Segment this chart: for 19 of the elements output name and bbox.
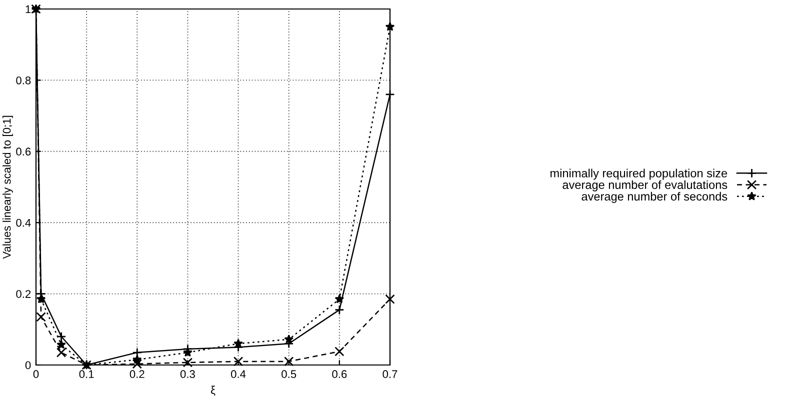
y-tick-label: 0.8 bbox=[16, 76, 31, 84]
y-tick-label: 0.4 bbox=[16, 218, 31, 227]
y-axis-title: Values linearly scaled to [0;1] bbox=[2, 116, 13, 259]
y-tick-label: 0 bbox=[25, 361, 31, 370]
y-tick-label: 1 bbox=[26, 5, 31, 14]
y-tick-label: 0.2 bbox=[16, 290, 31, 298]
x-tick-label: 0.4 bbox=[230, 370, 246, 378]
legend-label: average number of seconds bbox=[582, 192, 728, 203]
x-tick-label: 0.5 bbox=[282, 370, 296, 378]
x-tick-label: 0.1 bbox=[79, 370, 94, 378]
legend-label: minimally required population size bbox=[550, 168, 728, 180]
x-tick-label: 0.2 bbox=[130, 370, 144, 378]
legend-label: average number of evalutations bbox=[562, 180, 728, 192]
x-tick-label: 0.6 bbox=[332, 370, 347, 378]
x-axis-title: ξ bbox=[210, 386, 216, 396]
x-tick-label: 0.3 bbox=[180, 370, 195, 378]
y-tick-label: 0.6 bbox=[16, 148, 31, 156]
x-tick-label: 0 bbox=[33, 370, 39, 378]
x-tick-label: 0.7 bbox=[382, 370, 398, 378]
